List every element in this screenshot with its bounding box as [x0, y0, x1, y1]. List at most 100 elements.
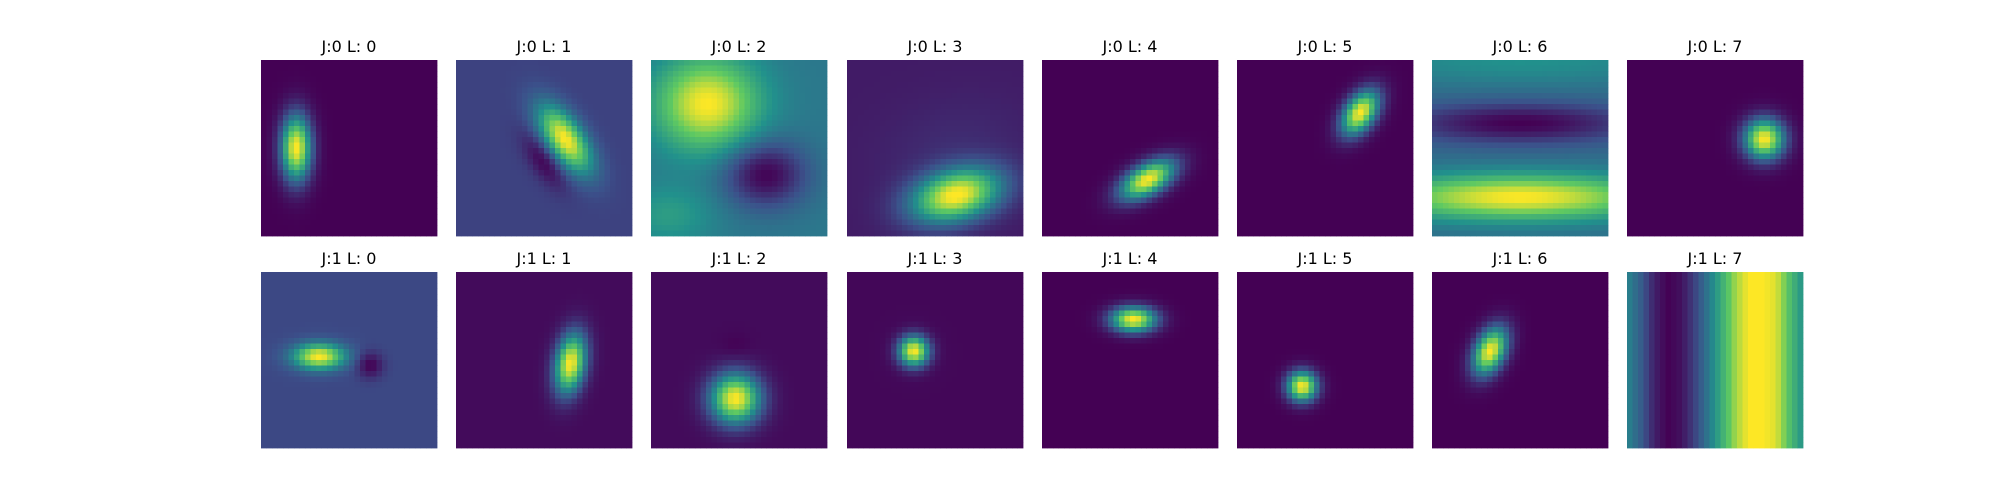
heatmap-cell [701, 71, 707, 77]
heatmap-cell [544, 170, 550, 176]
heatmap-cell [511, 99, 517, 105]
heatmap-cell [572, 82, 578, 88]
heatmap-cell [739, 148, 745, 154]
heatmap-cell [338, 181, 344, 187]
heatmap-cell [528, 176, 534, 182]
heatmap-cell [783, 214, 789, 220]
heatmap-cell [300, 148, 306, 154]
heatmap-cell [355, 198, 361, 204]
heatmap-cell [393, 88, 399, 94]
heatmap-cell [371, 220, 377, 226]
heatmap-cell [800, 214, 806, 220]
heatmap-cell [891, 220, 897, 226]
heatmap-cell [695, 220, 701, 226]
heatmap-cell [473, 159, 479, 165]
heatmap-cell [599, 231, 605, 237]
heatmap-cell [588, 126, 594, 132]
heatmap-cell [913, 165, 919, 171]
heatmap-cell [594, 148, 600, 154]
heatmap-cell [616, 176, 622, 182]
heatmap-cell [610, 187, 616, 193]
heatmap-cell [421, 170, 427, 176]
heatmap-cell [1092, 88, 1098, 94]
heatmap-cell [952, 198, 958, 204]
heatmap-cell [467, 154, 473, 160]
heatmap-cell [366, 104, 372, 110]
heatmap-cell [706, 209, 712, 215]
heatmap-cell [761, 165, 767, 171]
heatmap-cell [267, 93, 273, 99]
heatmap-cell [261, 88, 267, 94]
heatmap-cell [311, 110, 317, 116]
heatmap-cell [294, 220, 300, 226]
heatmap-cell [432, 192, 438, 198]
heatmap-cell [305, 110, 311, 116]
heatmap-cell [261, 104, 267, 110]
heatmap-cell [577, 203, 583, 209]
heatmap-cell [1136, 93, 1142, 99]
heatmap-cell [500, 159, 506, 165]
heatmap-cell [382, 99, 388, 105]
heatmap-cell [415, 225, 421, 231]
heatmap-cell [979, 231, 985, 237]
heatmap-cell [974, 209, 980, 215]
heatmap-cell [621, 159, 627, 165]
heatmap-cell [985, 115, 991, 121]
heatmap-cell [745, 71, 751, 77]
heatmap-cell [673, 154, 679, 160]
heatmap-cell [908, 148, 914, 154]
heatmap-cell [283, 214, 289, 220]
heatmap-cell [728, 132, 734, 138]
heatmap-cell [355, 214, 361, 220]
heatmap-cell [728, 66, 734, 72]
heatmap-cell [500, 148, 506, 154]
heatmap-cell [800, 66, 806, 72]
heatmap-cell [355, 71, 361, 77]
heatmap-cell [979, 99, 985, 105]
heatmap-cell [272, 137, 278, 143]
heatmap-cell [349, 214, 355, 220]
heatmap-cell [778, 231, 784, 237]
heatmap-cell [1064, 110, 1070, 116]
heatmap-cell [679, 159, 685, 165]
heatmap-cell [415, 93, 421, 99]
heatmap-cell [517, 203, 523, 209]
heatmap-cell [946, 154, 952, 160]
heatmap-cell [941, 231, 947, 237]
heatmap-cell [1059, 192, 1065, 198]
heatmap-cell [957, 176, 963, 182]
heatmap-cell [371, 187, 377, 193]
heatmap-cell [690, 203, 696, 209]
heatmap-cell [305, 71, 311, 77]
heatmap-cell [668, 159, 674, 165]
heatmap-cell [355, 82, 361, 88]
heatmap-cell [278, 66, 284, 72]
heatmap-cell [421, 77, 427, 83]
heatmap-cell [853, 88, 859, 94]
heatmap-cell [360, 225, 366, 231]
heatmap-cell [577, 192, 583, 198]
heatmap-cell [756, 66, 762, 72]
heatmap-cell [506, 115, 512, 121]
heatmap-cell [816, 82, 822, 88]
heatmap-cell [974, 66, 980, 72]
heatmap-cell [500, 192, 506, 198]
heatmap-cell [935, 214, 941, 220]
heatmap-cell [1053, 71, 1059, 77]
heatmap-cell [1012, 176, 1018, 182]
heatmap-cell [1086, 176, 1092, 182]
heatmap-cell [897, 209, 903, 215]
heatmap-cell [985, 176, 991, 182]
heatmap-cell [349, 203, 355, 209]
heatmap-cell [902, 159, 908, 165]
heatmap-cell [333, 115, 339, 121]
heatmap-cell [985, 165, 991, 171]
heatmap-cell [506, 214, 512, 220]
heatmap-cell [1012, 104, 1018, 110]
heatmap-cell [717, 148, 723, 154]
heatmap-cell [1070, 82, 1076, 88]
heatmap-cell [517, 159, 523, 165]
heatmap-cell [811, 148, 817, 154]
heatmap-cell [1169, 176, 1175, 182]
heatmap-cell [853, 110, 859, 116]
